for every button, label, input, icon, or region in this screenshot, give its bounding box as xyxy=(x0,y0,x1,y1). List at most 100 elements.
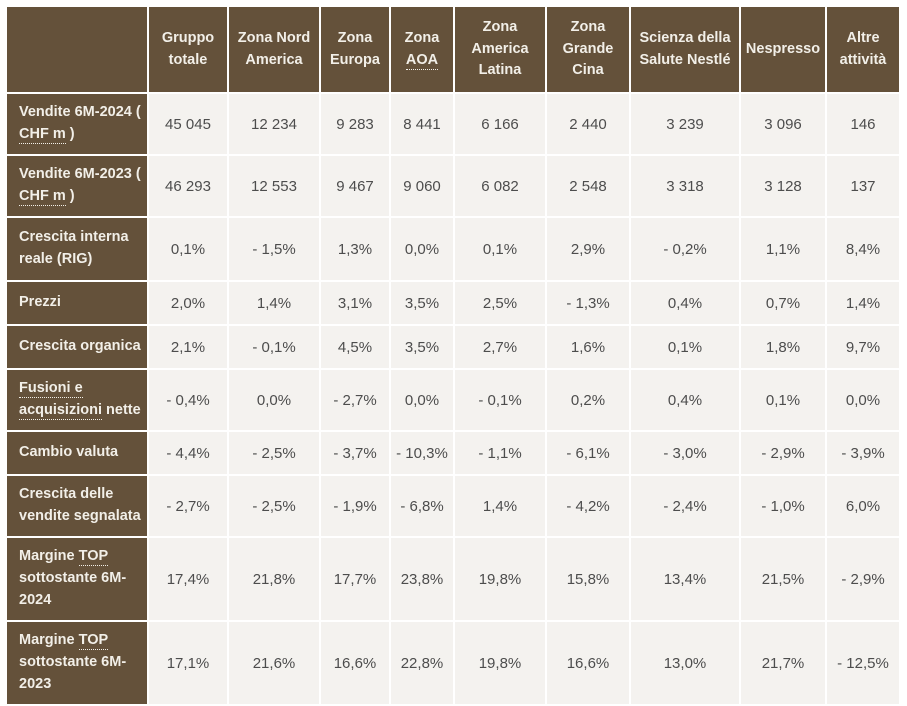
row-label: Vendite 6M-2023 ( CHF m ) xyxy=(7,156,147,216)
label-text: Zona Europa xyxy=(330,29,380,68)
table-row: Vendite 6M-2023 ( CHF m ) 46 293 12 553 9 4… xyxy=(7,156,899,216)
abbr-term[interactable]: CHF m xyxy=(19,126,66,144)
value-cell: 19,8% xyxy=(455,538,545,620)
value-cell: 2 548 xyxy=(547,156,629,216)
row-label: Prezzi xyxy=(7,282,147,324)
column-header: Gruppo totale xyxy=(149,7,227,92)
label-text: Zona Grande Cina xyxy=(562,18,614,79)
value-cell: 3 128 xyxy=(741,156,825,216)
value-cell: 3 318 xyxy=(631,156,739,216)
column-header: Zona Grande Cina xyxy=(547,7,629,92)
value-cell: 137 xyxy=(827,156,899,216)
label-text: Zona Nord America xyxy=(237,29,311,68)
value-cell: 0,0% xyxy=(391,370,453,430)
value-cell: 9 467 xyxy=(321,156,389,216)
table-row: Fusioni e acquisizioni nette - 0,4% 0,0% - … xyxy=(7,370,899,430)
value-cell: 12 553 xyxy=(229,156,319,216)
label-text: Margine xyxy=(19,632,79,649)
value-cell: 2,9% xyxy=(547,218,629,280)
abbr-term[interactable]: TOP xyxy=(78,632,108,651)
value-cell: - 12,5% xyxy=(827,622,899,704)
value-cell: 0,1% xyxy=(631,326,739,368)
row-label: Cambio valuta xyxy=(7,432,147,474)
value-cell: - 1,3% xyxy=(547,282,629,324)
value-cell: - 3,0% xyxy=(631,432,739,474)
abbr-term[interactable]: TOP xyxy=(78,548,108,567)
value-cell: 8,4% xyxy=(827,218,899,280)
label-text: nette xyxy=(102,402,141,418)
value-cell: 2 440 xyxy=(547,94,629,154)
label-text: Zona xyxy=(404,29,440,46)
row-label: Fusioni e acquisizioni nette xyxy=(7,370,147,430)
value-cell: 21,5% xyxy=(741,538,825,620)
value-cell: 1,3% xyxy=(321,218,389,280)
value-cell: 3 096 xyxy=(741,94,825,154)
label-text: Crescita organica xyxy=(19,338,141,355)
label-text: Vendite 6M-2024 ( xyxy=(19,104,141,121)
row-label: Crescita delle vendite segnalata xyxy=(7,476,147,536)
value-cell: 9 060 xyxy=(391,156,453,216)
value-cell: 6 082 xyxy=(455,156,545,216)
row-label: Vendite 6M-2024 ( CHF m ) xyxy=(7,94,147,154)
value-cell: - 1,9% xyxy=(321,476,389,536)
value-cell: 45 045 xyxy=(149,94,227,154)
table-row: Crescita organica 2,1% - 0,1% 4,5% 3,5% 2,7% 1… xyxy=(7,326,899,368)
value-cell: 0,4% xyxy=(631,370,739,430)
abbr-term[interactable]: Fusioni e acquisizioni xyxy=(19,380,102,420)
label-text: sottostante 6M-2024 xyxy=(19,570,127,608)
value-cell: 8 441 xyxy=(391,94,453,154)
value-cell: 21,8% xyxy=(229,538,319,620)
value-cell: 3,1% xyxy=(321,282,389,324)
value-cell: 12 234 xyxy=(229,94,319,154)
value-cell: 17,1% xyxy=(149,622,227,704)
value-cell: 2,7% xyxy=(455,326,545,368)
value-cell: 9 283 xyxy=(321,94,389,154)
value-cell: 17,4% xyxy=(149,538,227,620)
value-cell: 13,0% xyxy=(631,622,739,704)
value-cell: - 1,0% xyxy=(741,476,825,536)
value-cell: - 3,9% xyxy=(827,432,899,474)
column-header: Nespresso xyxy=(741,7,825,92)
value-cell: - 0,2% xyxy=(631,218,739,280)
column-header: Altre attività xyxy=(827,7,899,92)
label-text: Crescita interna reale (RIG) xyxy=(19,229,129,267)
value-cell: - 4,4% xyxy=(149,432,227,474)
value-cell: 21,7% xyxy=(741,622,825,704)
label-text: ) xyxy=(65,188,75,204)
value-cell: 16,6% xyxy=(547,622,629,704)
value-cell: 0,1% xyxy=(741,370,825,430)
value-cell: 0,2% xyxy=(547,370,629,430)
value-cell: 0,1% xyxy=(455,218,545,280)
column-header: Zona America Latina xyxy=(455,7,545,92)
table-row: Vendite 6M-2024 ( CHF m ) 45 045 12 234 9 2… xyxy=(7,94,899,154)
value-cell: - 0,1% xyxy=(455,370,545,430)
value-cell: - 1,1% xyxy=(455,432,545,474)
value-cell: 2,0% xyxy=(149,282,227,324)
value-cell: 3,5% xyxy=(391,326,453,368)
value-cell: 15,8% xyxy=(547,538,629,620)
row-label: Margine TOP sottostante 6M-2023 xyxy=(7,622,147,704)
value-cell: 2,1% xyxy=(149,326,227,368)
table-row: Margine TOP sottostante 6M-2023 17,1% 21,6… xyxy=(7,622,899,704)
value-cell: 4,5% xyxy=(321,326,389,368)
label-text: Vendite 6M-2023 ( xyxy=(19,166,141,183)
value-cell: 21,6% xyxy=(229,622,319,704)
abbr-term[interactable]: CHF m xyxy=(19,188,66,206)
value-cell: - 0,1% xyxy=(229,326,319,368)
value-cell: - 6,1% xyxy=(547,432,629,474)
value-cell: - 0,4% xyxy=(149,370,227,430)
value-cell: 19,8% xyxy=(455,622,545,704)
value-cell: 16,6% xyxy=(321,622,389,704)
value-cell: 1,4% xyxy=(229,282,319,324)
abbr-term[interactable]: AOA xyxy=(405,51,439,70)
value-cell: 1,4% xyxy=(455,476,545,536)
value-cell: 1,1% xyxy=(741,218,825,280)
label-text: sottostante 6M-2023 xyxy=(19,654,127,692)
table-head: Gruppo totale Zona Nord America Zona Europ… xyxy=(7,7,899,92)
value-cell: 6 166 xyxy=(455,94,545,154)
results-table: Gruppo totale Zona Nord America Zona Europ… xyxy=(5,5,901,706)
table-row: Margine TOP sottostante 6M-2024 17,4% 21,8… xyxy=(7,538,899,620)
row-label: Crescita organica xyxy=(7,326,147,368)
label-text: Nespresso xyxy=(745,40,821,57)
